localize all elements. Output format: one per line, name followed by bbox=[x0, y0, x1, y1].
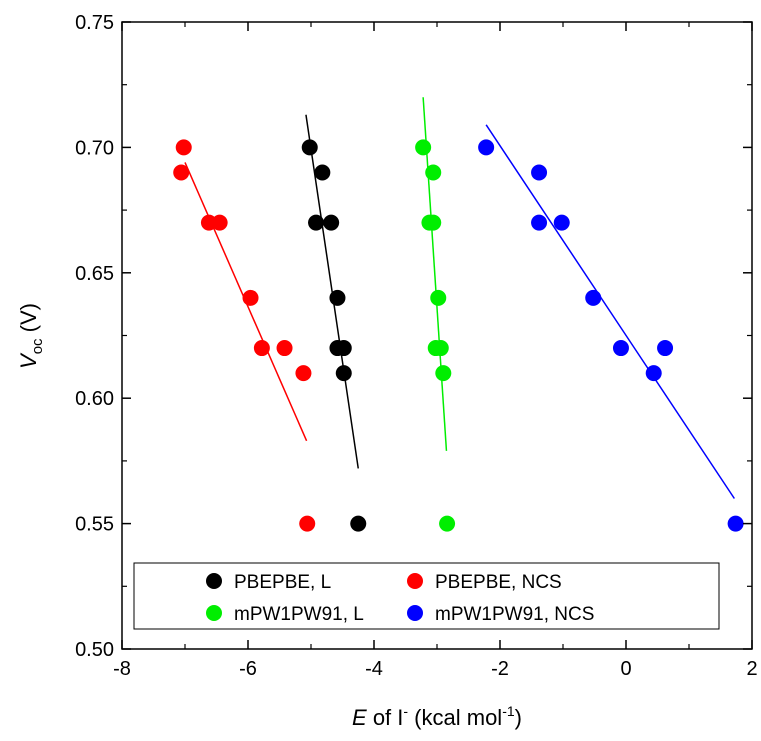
data-point-series-2 bbox=[432, 340, 449, 357]
y-axis-title-sub: oc bbox=[29, 338, 46, 354]
data-point-series-1 bbox=[276, 340, 293, 357]
y-tick-label: 0.70 bbox=[75, 137, 114, 159]
data-point-series-3 bbox=[478, 139, 495, 156]
y-tick-label: 0.55 bbox=[75, 514, 114, 536]
x-axis-title: E of I- (kcal mol-1) bbox=[352, 703, 522, 730]
y-tick-label: 0.65 bbox=[75, 263, 114, 285]
data-point-series-3 bbox=[553, 214, 570, 231]
legend-label: PBEPBE, L bbox=[234, 572, 331, 593]
data-point-series-2 bbox=[435, 365, 452, 382]
legend-label: mPW1PW91, L bbox=[234, 604, 364, 625]
x-tick-label: 2 bbox=[746, 658, 757, 680]
data-point-series-0 bbox=[335, 340, 352, 357]
data-point-series-3 bbox=[531, 214, 548, 231]
data-point-series-1 bbox=[242, 289, 259, 306]
legend-marker bbox=[206, 605, 222, 621]
data-point-series-0 bbox=[323, 214, 340, 231]
y-tick-label: 0.60 bbox=[75, 388, 114, 410]
x-tick-label: 0 bbox=[620, 658, 631, 680]
data-point-series-2 bbox=[425, 164, 442, 181]
legend-label: PBEPBE, NCS bbox=[435, 572, 562, 593]
data-point-series-0 bbox=[308, 214, 325, 231]
data-point-series-0 bbox=[350, 515, 367, 532]
legend-marker bbox=[206, 573, 222, 589]
data-point-series-1 bbox=[175, 139, 192, 156]
fit-line-series-2 bbox=[422, 97, 448, 451]
y-tick-label: 0.50 bbox=[75, 639, 114, 661]
data-point-series-0 bbox=[335, 365, 352, 382]
y-axis-title: Voc (V) bbox=[16, 303, 46, 369]
fit-line-series-0 bbox=[305, 114, 359, 469]
data-point-series-3 bbox=[585, 289, 602, 306]
x-axis-title-tail-sup: -1 bbox=[502, 703, 515, 719]
data-point-series-0 bbox=[314, 164, 331, 181]
data-point-series-3 bbox=[657, 340, 674, 357]
y-axis-title-tail: (V) bbox=[16, 303, 41, 338]
data-point-series-2 bbox=[415, 139, 432, 156]
x-axis-title-sup: - bbox=[403, 703, 408, 719]
data-point-series-1 bbox=[211, 214, 228, 231]
x-axis-title-tail: (kcal mol bbox=[408, 705, 502, 730]
plot-frame bbox=[121, 21, 753, 650]
legend-label: mPW1PW91, NCS bbox=[435, 604, 594, 625]
data-point-series-1 bbox=[173, 164, 190, 181]
y-axis-title-main: V bbox=[16, 352, 41, 369]
legend-marker bbox=[407, 605, 423, 621]
data-point-series-0 bbox=[329, 289, 346, 306]
data-point-series-2 bbox=[430, 289, 447, 306]
data-point-series-1 bbox=[295, 365, 312, 382]
x-axis-title-end: ) bbox=[515, 705, 522, 730]
data-markers bbox=[173, 139, 744, 532]
data-point-series-3 bbox=[531, 164, 548, 181]
x-axis-title-main: E bbox=[352, 705, 367, 730]
legend-box bbox=[133, 562, 720, 630]
fit-line-series-3 bbox=[485, 124, 735, 499]
data-point-series-3 bbox=[727, 515, 744, 532]
legend-marker bbox=[407, 573, 423, 589]
x-tick-label: -8 bbox=[113, 658, 131, 680]
data-point-series-1 bbox=[299, 515, 316, 532]
data-point-series-1 bbox=[253, 340, 270, 357]
data-point-series-2 bbox=[425, 214, 442, 231]
x-tick-label: -4 bbox=[365, 658, 383, 680]
x-tick-label: -6 bbox=[239, 658, 257, 680]
legend: PBEPBE, L PBEPBE, NCS mPW1PW91, L mPW1PW91,… bbox=[133, 562, 720, 630]
data-point-series-2 bbox=[439, 515, 456, 532]
tick-labels: -8 -6 -4 -2 0 2 0.50 0.55 0.60 0.65 0.70 0.75 bbox=[75, 12, 758, 680]
axis-ticks bbox=[121, 21, 753, 650]
data-point-series-3 bbox=[645, 365, 662, 382]
y-tick-label: 0.75 bbox=[75, 12, 114, 34]
x-tick-label: -2 bbox=[491, 658, 509, 680]
data-point-series-0 bbox=[301, 139, 318, 156]
data-point-series-3 bbox=[612, 340, 629, 357]
x-axis-title-mid: of I bbox=[367, 705, 404, 730]
fit-lines bbox=[184, 97, 735, 499]
